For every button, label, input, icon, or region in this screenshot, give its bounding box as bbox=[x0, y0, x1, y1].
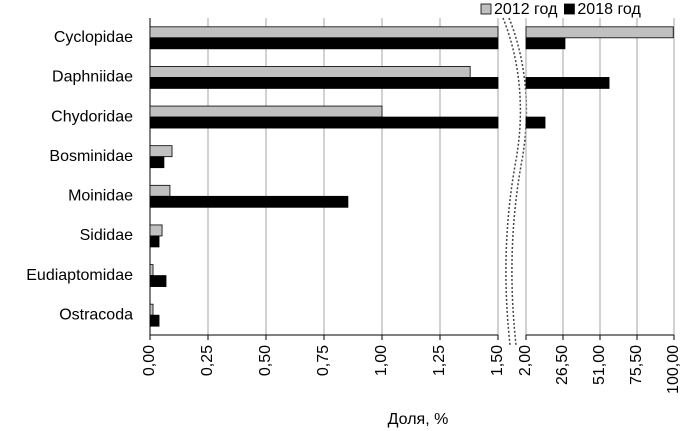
x-axis-title: Доля, % bbox=[388, 411, 449, 428]
x-tick-label: 2,00 bbox=[517, 345, 534, 376]
bar bbox=[149, 116, 499, 129]
bar bbox=[149, 314, 160, 327]
bar bbox=[149, 184, 171, 197]
bar bbox=[525, 77, 610, 89]
y-tick-label: Bosminidae bbox=[49, 148, 133, 165]
legend-label: 2012 год bbox=[494, 1, 558, 18]
axis-break bbox=[502, 17, 522, 346]
bar bbox=[149, 26, 499, 39]
y-tick-label: Cyclopidae bbox=[54, 29, 133, 46]
x-tick-label: 0,00 bbox=[141, 345, 158, 376]
x-tick-label: 75,50 bbox=[628, 345, 645, 385]
axis-break bbox=[508, 17, 528, 346]
x-tick-label: 1,00 bbox=[373, 345, 390, 376]
bar bbox=[149, 66, 471, 78]
x-tick-label: 0,50 bbox=[257, 345, 274, 376]
bar bbox=[149, 77, 499, 89]
bar bbox=[149, 37, 499, 50]
bar bbox=[149, 264, 154, 276]
bar bbox=[149, 195, 349, 208]
legend-swatch bbox=[480, 3, 492, 15]
x-tick-label: 0,25 bbox=[199, 345, 216, 376]
x-tick-label: 51,00 bbox=[591, 345, 608, 385]
x-tick-label: 1,50 bbox=[489, 345, 506, 376]
x-tick-label: 26,50 bbox=[554, 345, 571, 385]
x-tick-label: 100,00 bbox=[665, 345, 682, 394]
y-tick-label: Ostracoda bbox=[59, 306, 133, 323]
bar bbox=[525, 26, 674, 39]
legend-label: 2018 год bbox=[577, 1, 641, 18]
bar bbox=[149, 303, 154, 316]
y-tick-label: Chydoridae bbox=[51, 108, 133, 125]
y-tick-label: Eudiaptomidae bbox=[26, 267, 133, 284]
bar bbox=[149, 105, 383, 118]
bar bbox=[525, 37, 566, 50]
bar bbox=[525, 116, 546, 129]
bar bbox=[149, 224, 163, 237]
x-tick-label: 1,25 bbox=[431, 345, 448, 376]
y-tick-label: Moinidae bbox=[68, 188, 133, 205]
bar bbox=[149, 235, 160, 248]
y-tick-label: Sididae bbox=[80, 227, 133, 244]
legend-swatch bbox=[564, 3, 575, 15]
bar bbox=[149, 156, 165, 169]
bar bbox=[149, 275, 167, 287]
bar bbox=[149, 145, 173, 158]
x-tick-label: 0,75 bbox=[315, 345, 332, 376]
y-tick-label: Daphniidae bbox=[52, 69, 133, 86]
